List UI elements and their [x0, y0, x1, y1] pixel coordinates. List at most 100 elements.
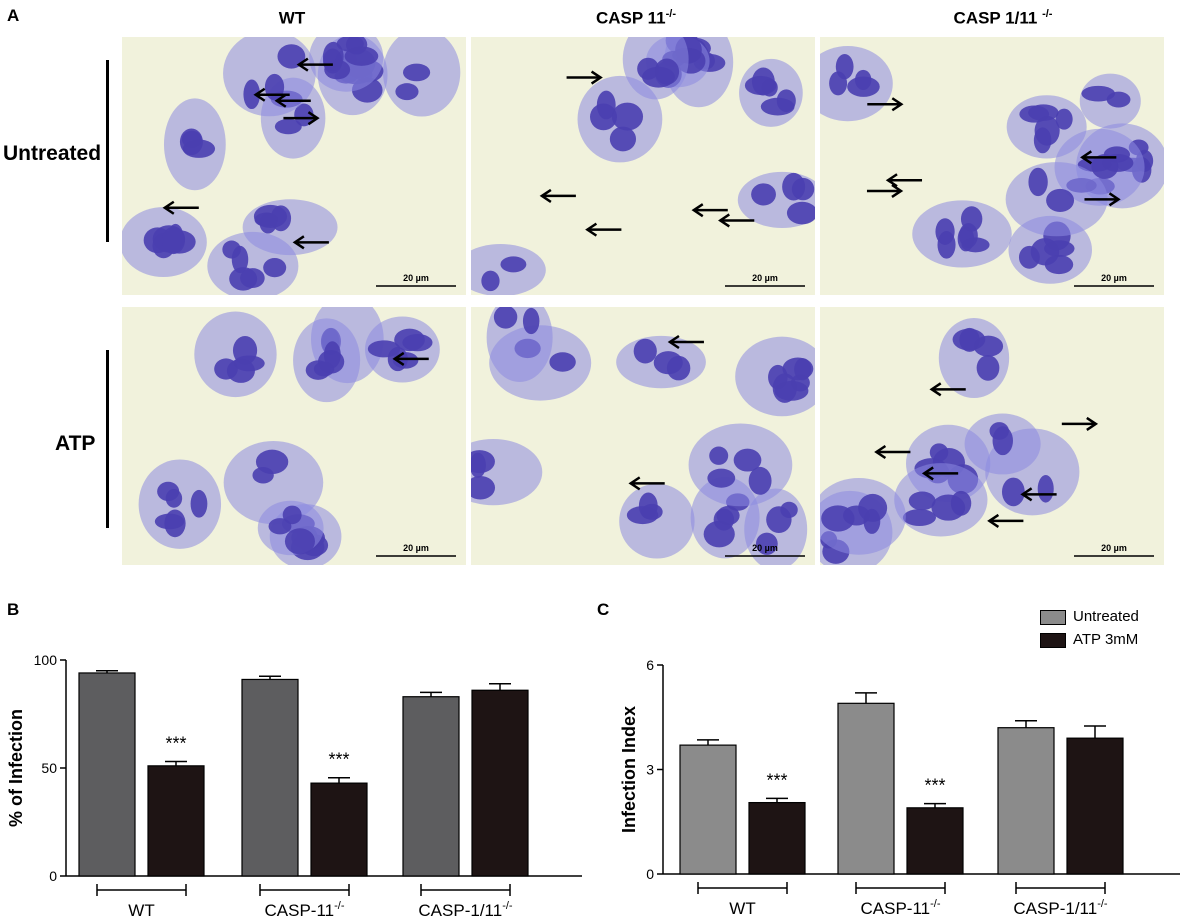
bar — [147, 765, 205, 877]
x-group-label: CASP-11-/- — [861, 898, 941, 918]
column-header-casp11: CASP 11-/- — [596, 8, 676, 29]
cell-nucleus — [952, 328, 986, 351]
arrow-marker — [296, 57, 333, 72]
bar — [679, 744, 737, 875]
arrow-marker — [987, 513, 1024, 528]
y-tick-label: 100 — [34, 652, 58, 668]
cell-nucleus — [633, 338, 657, 364]
panel-letter-c: C — [597, 600, 610, 619]
scale-bar-label: 20 µm — [403, 273, 429, 283]
cell-nucleus — [794, 358, 812, 381]
y-axis-label: % of Infection — [6, 709, 26, 827]
arrow-marker — [566, 70, 603, 85]
cell-nucleus — [402, 63, 431, 82]
cell-nucleus — [733, 448, 762, 472]
arrow-marker — [283, 111, 320, 126]
arrow-head — [539, 188, 552, 203]
arrow-marker — [628, 476, 665, 491]
significance-marker: *** — [165, 734, 186, 754]
arrow-head — [590, 70, 603, 85]
arrow-head — [691, 203, 704, 218]
cell-nucleus — [240, 268, 265, 289]
cell-nucleus — [481, 270, 500, 292]
scale-bar-label: 20 µm — [752, 543, 778, 553]
legend-label-atp: ATP 3mM — [1073, 631, 1139, 648]
cell-nucleus — [751, 67, 775, 96]
arrow-head — [162, 200, 175, 215]
column-header-text: WT — [278, 8, 306, 28]
column-header-casp1-11: CASP 1/11 -/- — [954, 8, 1053, 29]
cell-nucleus — [222, 240, 241, 259]
arrow-head — [307, 111, 320, 126]
scale-bar-label: 20 µm — [1101, 273, 1127, 283]
cell-nucleus — [161, 226, 186, 255]
cell-nucleus — [707, 468, 736, 488]
bar — [78, 672, 136, 877]
cell-nucleus — [284, 528, 315, 555]
cell-nucleus — [1037, 475, 1054, 503]
bar — [997, 727, 1055, 875]
y-tick-label: 50 — [41, 760, 57, 776]
cell-nucleus — [611, 102, 644, 131]
bar — [906, 807, 964, 875]
cell-nucleus — [323, 341, 341, 369]
x-group-label: WT — [729, 899, 755, 918]
arrow-marker — [929, 382, 966, 397]
legend: Untreated ATP 3mM — [1040, 608, 1190, 654]
column-header-wt: WT — [279, 8, 305, 29]
arrow-marker — [392, 351, 429, 366]
cell-nucleus — [154, 513, 185, 530]
cell-nucleus — [821, 505, 855, 532]
arrow-marker — [1061, 416, 1099, 431]
cell-nucleus — [1106, 91, 1131, 108]
arrow-head — [987, 513, 1000, 528]
cell-nucleus — [748, 466, 772, 495]
row-label-untreated: Untreated — [3, 142, 102, 165]
column-header-sup: -/- — [1042, 8, 1053, 20]
bar — [837, 702, 895, 875]
arrow-marker — [921, 466, 959, 481]
column-header-text: CASP 1/11 — [953, 8, 1043, 28]
arrow-head — [253, 87, 266, 102]
cell-nucleus — [992, 426, 1013, 456]
cell-nucleus — [324, 59, 351, 80]
scale-bar-label: 20 µm — [1101, 543, 1127, 553]
cell-nucleus — [1018, 245, 1040, 269]
arrow-head — [921, 466, 934, 481]
x-group-label: CASP-1/11-/- — [418, 900, 513, 920]
cell-nucleus — [772, 373, 797, 403]
cell-nucleus — [780, 501, 798, 518]
cell-nucleus — [549, 352, 576, 372]
cell-nucleus — [590, 103, 617, 131]
arrow-head — [292, 235, 305, 250]
y-tick-label: 6 — [646, 657, 654, 673]
cell-nucleus — [268, 518, 292, 535]
cell-nucleus — [1081, 85, 1116, 102]
row-bracket-untreated — [106, 60, 109, 242]
cell-nucleus — [854, 69, 872, 90]
micrograph-casp1-11-atp: 20 µm — [820, 307, 1164, 565]
arrow-marker — [539, 188, 576, 203]
cell-cytoplasm — [619, 483, 695, 559]
arrow-marker — [667, 334, 704, 350]
y-tick-label: 0 — [646, 866, 654, 882]
micrograph-casp11-untreated: 20 µm — [471, 37, 815, 295]
arrow-marker — [274, 93, 311, 108]
cell-nucleus — [395, 83, 419, 101]
cell-nucleus — [282, 505, 302, 525]
y-tick-label: 3 — [646, 762, 654, 778]
bar — [241, 678, 299, 877]
arrow-head — [585, 222, 598, 237]
legend-label-untreated: Untreated — [1073, 608, 1139, 625]
significance-marker: *** — [766, 770, 787, 790]
cell-nucleus — [294, 103, 314, 127]
arrow-head — [874, 444, 887, 460]
cell-nucleus — [1034, 115, 1060, 146]
scale-bar-label: 20 µm — [752, 273, 778, 283]
cell-nucleus — [1019, 105, 1050, 123]
column-header-text: CASP 11 — [595, 8, 666, 28]
cell-nucleus — [226, 358, 255, 383]
cell-nucleus — [858, 493, 888, 522]
cell-nucleus — [471, 450, 495, 474]
cell-nucleus — [259, 212, 277, 234]
